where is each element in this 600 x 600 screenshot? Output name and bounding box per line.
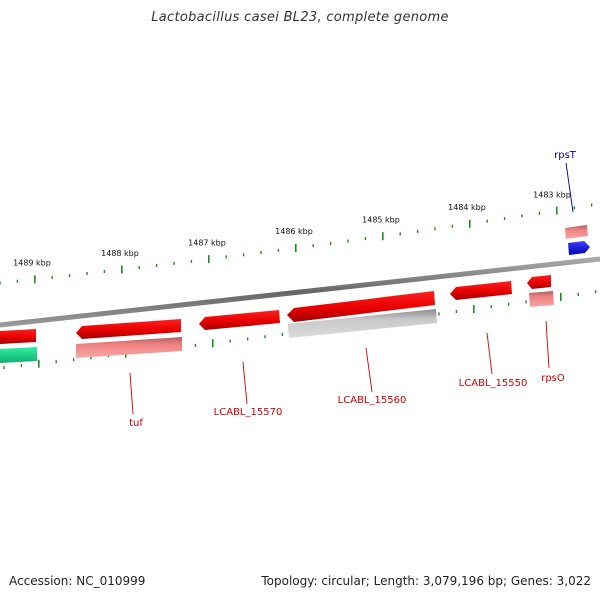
genome-backbone bbox=[0, 256, 600, 328]
gene-arrow-rpsO-lower[interactable] bbox=[529, 291, 554, 307]
rrna-arrow[interactable] bbox=[568, 241, 590, 255]
gene-label-rpsO: rpsO bbox=[541, 373, 565, 384]
gene-arrow-rpsT[interactable] bbox=[565, 225, 588, 239]
gene-label-tuf: tuf bbox=[129, 418, 143, 429]
accession-text: Accession: NC_010999 bbox=[9, 574, 146, 588]
gene-label-LCABL_15560: LCABL_15560 bbox=[338, 395, 407, 406]
gene-arrow-LCABL_15570[interactable] bbox=[199, 310, 280, 330]
topology-text: Topology: circular; Length: 3,079,196 bp… bbox=[261, 574, 591, 588]
label-leaders bbox=[129, 162, 574, 415]
gene-arrow-LCABL_15550[interactable] bbox=[450, 281, 512, 300]
kbp-label: 1486 kbp bbox=[275, 227, 313, 236]
kbp-label: 1489 kbp bbox=[13, 259, 51, 268]
pseudogene-arrow-LCABL_15560[interactable] bbox=[288, 309, 437, 338]
kbp-scale-ticks bbox=[0, 203, 593, 285]
gene-label-LCABL_15570: LCABL_15570 bbox=[214, 407, 283, 418]
kbp-label: 1485 kbp bbox=[362, 216, 400, 225]
kbp-label: 1488 kbp bbox=[101, 249, 139, 258]
gene-arrow-LCABL_15560[interactable] bbox=[287, 291, 435, 322]
kbp-label: 1487 kbp bbox=[188, 238, 226, 247]
map-title: Lactobacillus casei BL23, complete genom… bbox=[151, 10, 449, 25]
trna-arrow[interactable] bbox=[0, 347, 37, 363]
kbp-label: 1483 kbp bbox=[533, 190, 571, 199]
kbp-scale-labels: 1489 kbp 1488 kbp 1487 kbp 1486 kbp 1485 kbp… bbox=[13, 190, 571, 267]
gene-arrow-tuf-lower[interactable] bbox=[76, 337, 182, 358]
kbp-label: 1484 kbp bbox=[448, 203, 486, 212]
gene-label-rpsT: rpsT bbox=[554, 150, 577, 161]
gene-arrow-left-edge[interactable] bbox=[0, 329, 36, 344]
gene-arrow-tuf[interactable] bbox=[76, 319, 181, 339]
gene-arrow-rpsO[interactable] bbox=[527, 275, 551, 289]
gene-label-LCABL_15550: LCABL_15550 bbox=[459, 378, 528, 389]
